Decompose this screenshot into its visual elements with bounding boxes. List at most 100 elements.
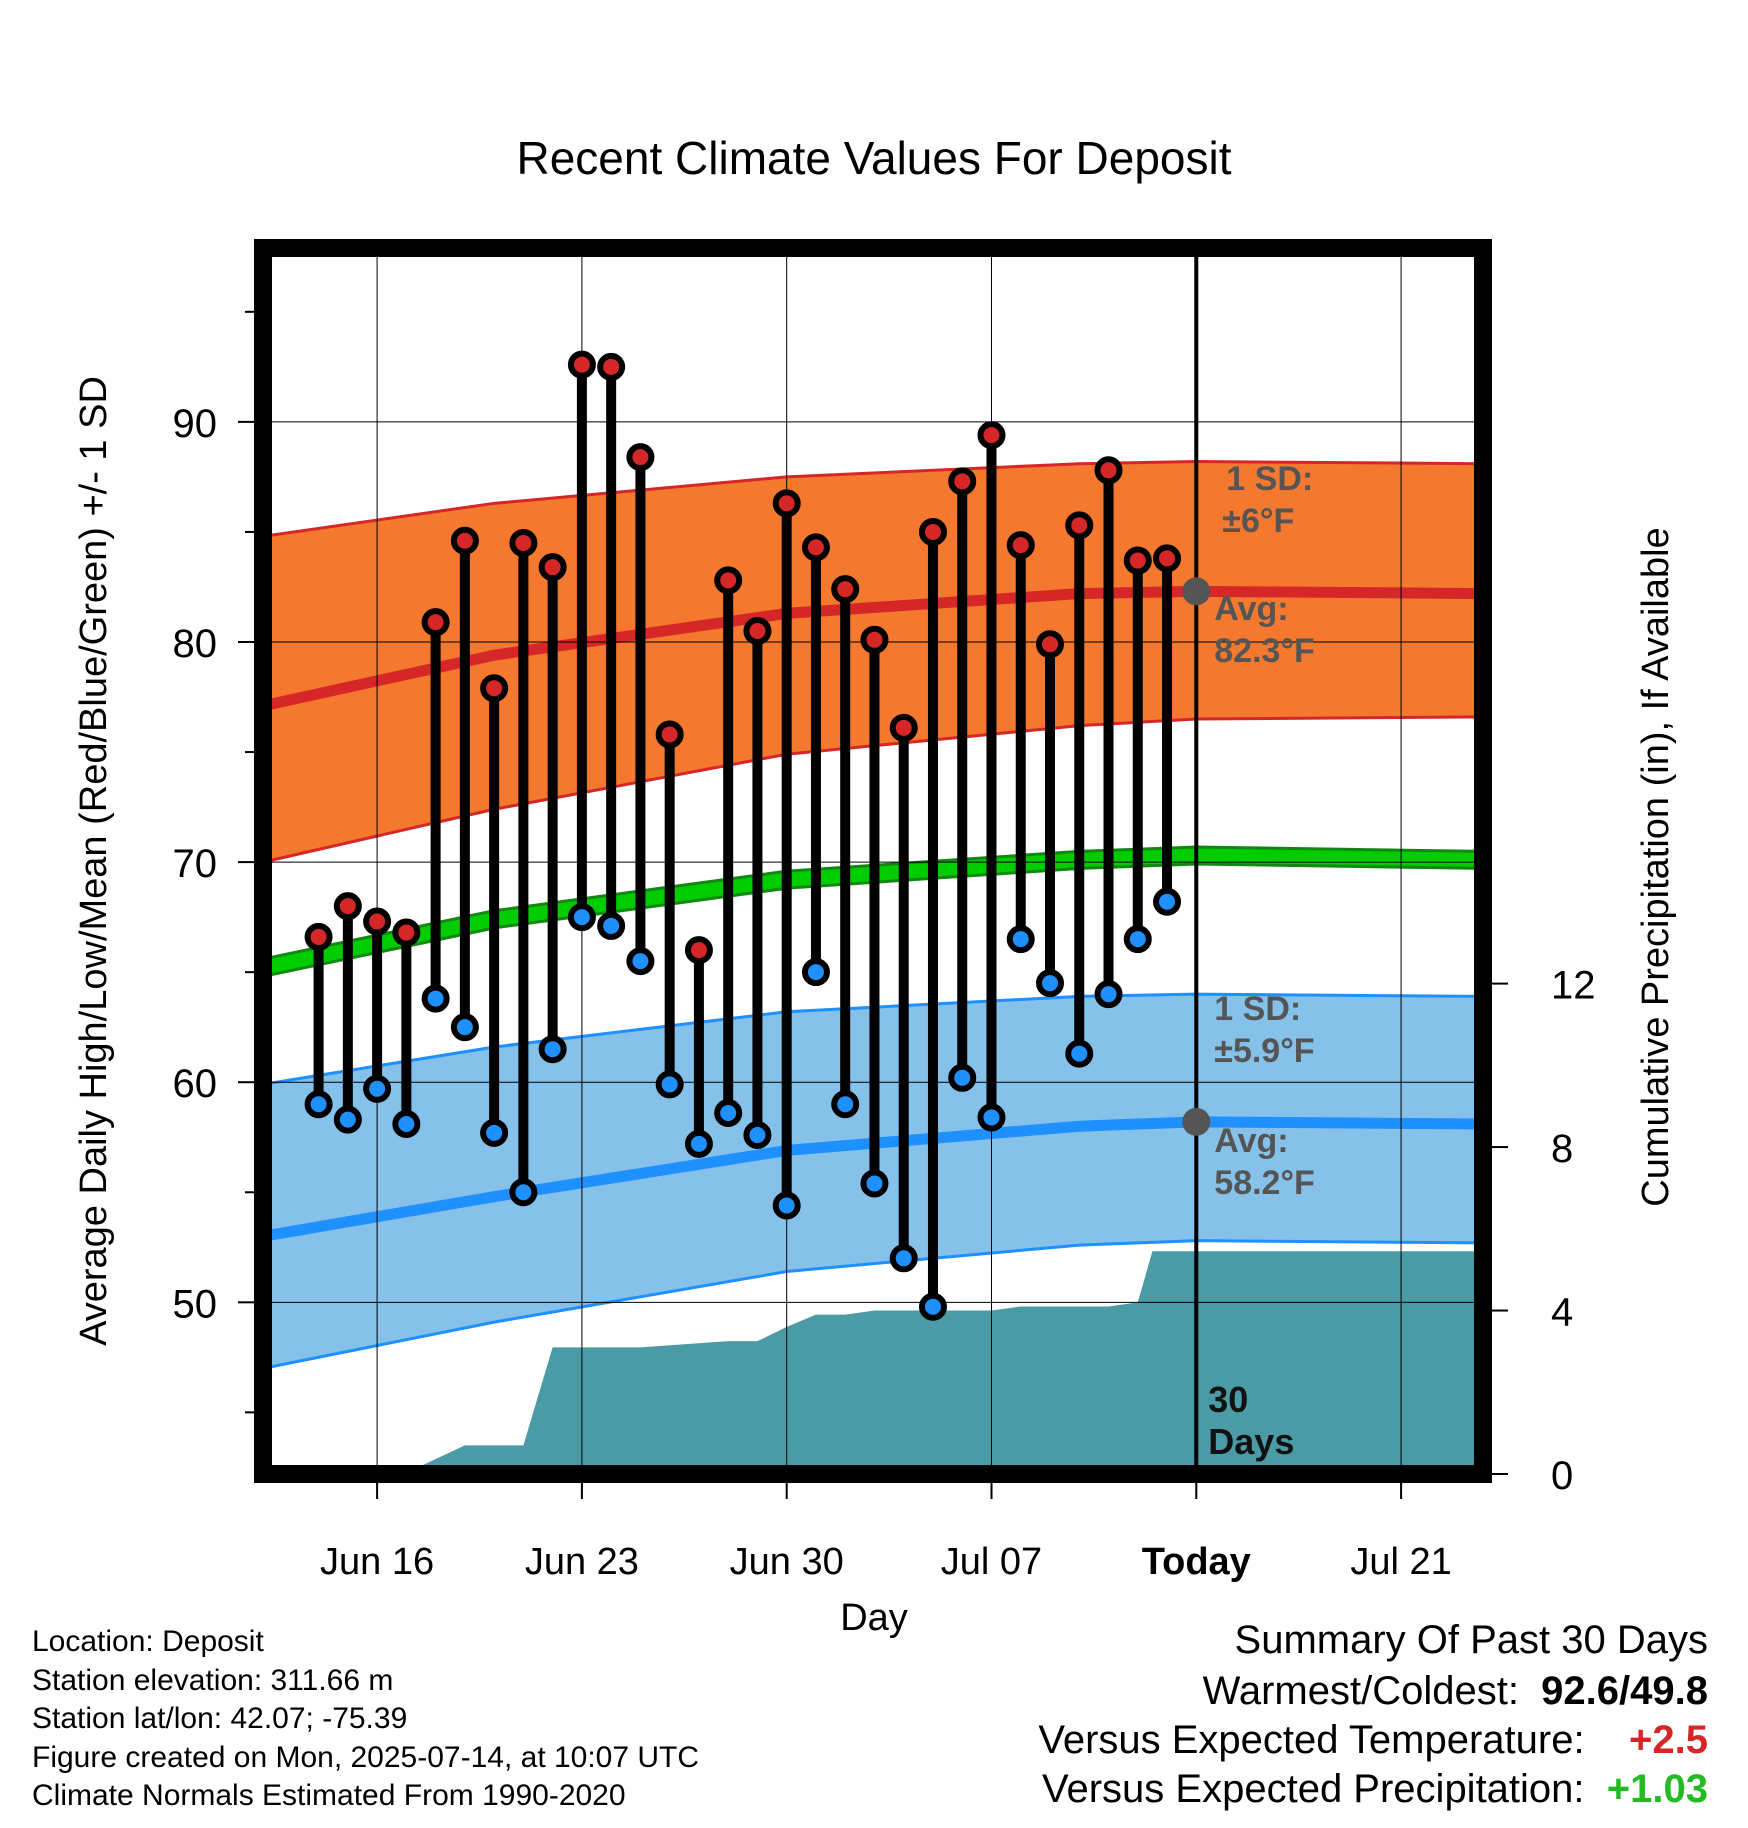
high-point [714, 566, 743, 595]
low-point [977, 1103, 1006, 1132]
low-point [714, 1099, 743, 1128]
y2-tick-label: 12 [1551, 964, 1596, 1008]
y-tick-label: 50 [173, 1282, 218, 1326]
low-point [655, 1070, 684, 1099]
high-point [304, 922, 333, 951]
high-point [333, 892, 362, 921]
high-point [684, 936, 713, 965]
x-tick-label: Jun 23 [525, 1541, 639, 1583]
low-point [1094, 980, 1123, 1009]
low-point [1153, 887, 1182, 916]
summary-precip: Versus Expected Precipitation: +1.03 [1042, 1769, 1708, 1809]
low-point [948, 1063, 977, 1092]
high-sd-value: ±6°F [1222, 502, 1294, 540]
chart-title: Recent Climate Values For Deposit [517, 132, 1232, 184]
low-point [860, 1169, 889, 1198]
precipitation-area-fill [263, 1251, 1483, 1474]
daily-range-stems [313, 364, 1173, 1307]
y-tick-label: 70 [173, 842, 218, 886]
low-point [831, 1090, 860, 1119]
annotations: 1 SD: ±6°F Avg: 82.3°F 1 SD: ±5.9°F Avg: 58.2°F… [1182, 460, 1315, 1462]
low-point [450, 1013, 479, 1042]
warm-cold-label: Warmest/Coldest: [1202, 1669, 1519, 1713]
high-point [772, 489, 801, 518]
high-sd-band-upper-edge [262, 460, 1484, 538]
high-point [1006, 531, 1035, 560]
low-sd-value: ±5.9°F [1214, 1032, 1314, 1070]
summary-warm-cold: Warmest/Coldest: 92.6/49.8 [1203, 1671, 1708, 1711]
x-axis-label: Day [840, 1597, 908, 1639]
y2-axis-label: Cumulative Precipitation (in), If Availa… [1635, 527, 1677, 1206]
low-point [304, 1090, 333, 1119]
low-sd-label: 1 SD: [1214, 990, 1301, 1028]
temp-label: Versus Expected Temperature: [1038, 1718, 1585, 1762]
precip-value: +1.03 [1606, 1767, 1708, 1811]
high-point [597, 352, 626, 381]
high-point [421, 608, 450, 637]
x-tick-label: Jun 30 [730, 1541, 844, 1583]
low-point [772, 1191, 801, 1220]
low-point [918, 1292, 947, 1321]
days-unit-label: Days [1208, 1421, 1294, 1462]
low-point [392, 1110, 421, 1139]
daily-points [304, 350, 1182, 1321]
high-point [743, 616, 772, 645]
high-point [1123, 546, 1152, 575]
low-point [1036, 969, 1065, 998]
low-point [626, 947, 655, 976]
high-point [1065, 511, 1094, 540]
low-point [743, 1121, 772, 1150]
low-point [1065, 1039, 1094, 1068]
high-point [1153, 544, 1182, 573]
high-point [363, 907, 392, 936]
y2-tick-label: 0 [1551, 1454, 1573, 1498]
low-point [597, 911, 626, 940]
y-tick-label: 60 [173, 1062, 218, 1106]
plot-frame [254, 239, 1492, 1483]
y-tick-label: 90 [173, 402, 218, 446]
today-high-avg-marker [1182, 577, 1211, 606]
low-point [538, 1035, 567, 1064]
high-point [450, 526, 479, 555]
y2-tick-label: 8 [1551, 1127, 1573, 1171]
high-avg-label: Avg: [1214, 590, 1288, 628]
y2-tick-label: 4 [1551, 1291, 1573, 1335]
x-tick-label-today: Today [1142, 1541, 1251, 1583]
normals-label: Climate Normals Estimated From 1990-2020 [32, 1779, 626, 1812]
low-point [801, 958, 830, 987]
high-point [977, 421, 1006, 450]
high-point [918, 517, 947, 546]
latlon-label: Station lat/lon: 42.07; -75.39 [32, 1702, 408, 1735]
high-point [889, 713, 918, 742]
high-point [567, 350, 596, 379]
created-label: Figure created on Mon, 2025-07-14, at 10… [32, 1741, 700, 1774]
temp-value: +2.5 [1629, 1718, 1708, 1762]
high-point [392, 918, 421, 947]
low-point [480, 1118, 509, 1147]
axes [238, 239, 1508, 1499]
high-point [626, 443, 655, 472]
x-tick-label: Jun 16 [320, 1541, 434, 1583]
high-point [801, 533, 830, 562]
low-point [684, 1129, 713, 1158]
summary-temp: Versus Expected Temperature: +2.5 [1038, 1720, 1708, 1760]
summary-title: Summary Of Past 30 Days [1234, 1618, 1708, 1662]
low-point [363, 1074, 392, 1103]
high-point [480, 674, 509, 703]
today-low-avg-marker [1182, 1107, 1211, 1136]
high-point [831, 575, 860, 604]
axis-labels: 50 60 70 80 90 0 4 8 12 Jun 16 Jun 23 Jun 30 Jul 07 T… [73, 132, 1677, 1639]
high-point [655, 720, 684, 749]
y-axis-label: Average Daily High/Low/Mean (Red/Blue/Gr… [73, 376, 115, 1346]
low-avg-value: 58.2°F [1214, 1164, 1315, 1202]
high-point [1094, 456, 1123, 485]
x-tick-label: Jul 21 [1350, 1541, 1451, 1583]
high-avg-value: 82.3°F [1214, 632, 1315, 670]
high-point [509, 528, 538, 557]
low-avg-label: Avg: [1214, 1122, 1288, 1160]
days-count-label: 30 [1208, 1379, 1248, 1420]
warm-cold-value: 92.6/49.8 [1541, 1669, 1708, 1713]
precipitation-area [263, 1251, 1483, 1474]
low-point [567, 903, 596, 932]
